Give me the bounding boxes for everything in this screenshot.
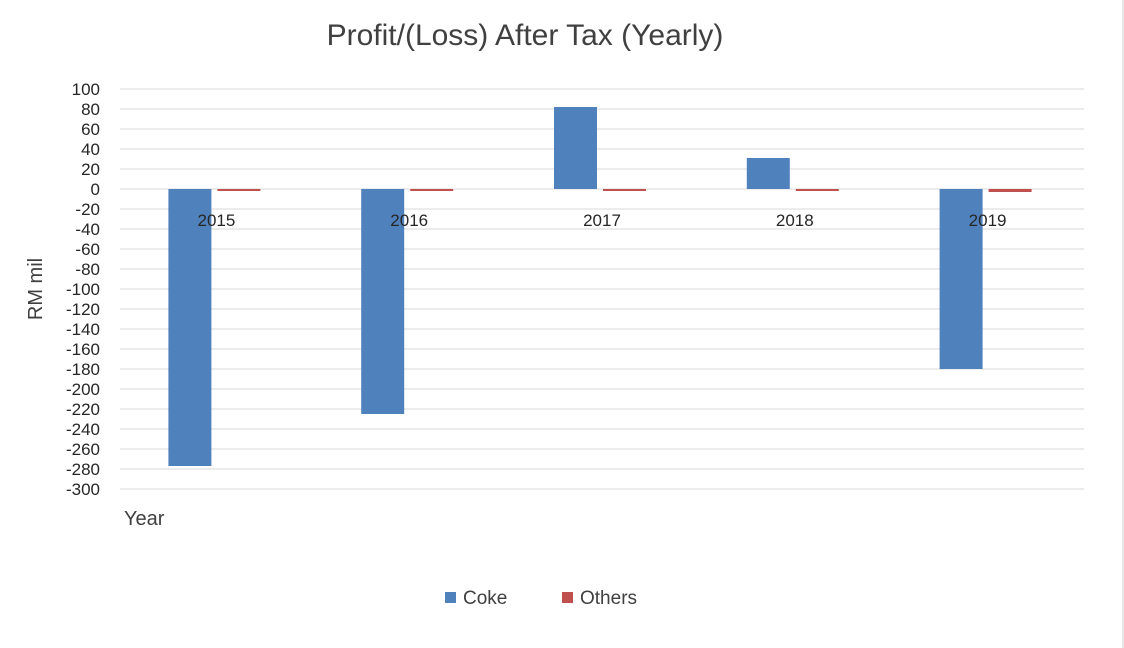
- y-tick-label: -100: [66, 280, 100, 299]
- bar-others-2015: [217, 189, 261, 191]
- y-tick-label: -120: [66, 300, 100, 319]
- legend-swatch-coke: [445, 592, 456, 603]
- chart-title: Profit/(Loss) After Tax (Yearly): [327, 19, 724, 52]
- legend-swatch-others: [562, 592, 573, 603]
- legend: Coke Others: [445, 588, 637, 609]
- x-tick-label: 2019: [969, 211, 1007, 230]
- bar-coke-2019: [939, 189, 983, 369]
- x-axis-ticks: 2015 2016 2017 2018 2019: [197, 211, 1006, 230]
- y-axis-ticks: 100806040200-20-40-60-80-100-120-140-160…: [66, 80, 100, 499]
- legend-label-coke: Coke: [463, 588, 507, 609]
- y-tick-label: -60: [75, 240, 100, 259]
- y-tick-label: -260: [66, 440, 100, 459]
- bar-others-2019: [988, 189, 1032, 192]
- bar-coke-2015: [168, 189, 212, 466]
- bar-coke-2018: [746, 158, 790, 189]
- y-tick-label: -200: [66, 380, 100, 399]
- bar-others-2018: [795, 189, 839, 191]
- bars: [168, 107, 1032, 466]
- y-tick-label: 40: [81, 140, 100, 159]
- legend-label-others: Others: [580, 588, 637, 609]
- y-tick-label: -220: [66, 400, 100, 419]
- x-axis-label: Year: [124, 508, 165, 530]
- y-tick-label: -140: [66, 320, 100, 339]
- y-tick-label: 100: [72, 80, 100, 99]
- x-tick-label: 2018: [776, 211, 814, 230]
- bar-others-2017: [603, 189, 646, 191]
- y-tick-label: 20: [81, 160, 100, 179]
- y-axis-label: RM mil: [25, 258, 47, 320]
- y-tick-label: -240: [66, 420, 100, 439]
- y-tick-label: -80: [75, 260, 100, 279]
- x-tick-label: 2017: [583, 211, 621, 230]
- x-tick-label: 2016: [390, 211, 428, 230]
- y-tick-label: 60: [81, 120, 100, 139]
- x-tick-label: 2015: [197, 211, 235, 230]
- y-tick-label: -280: [66, 460, 100, 479]
- bar-others-2016: [410, 189, 454, 191]
- y-tick-label: -160: [66, 340, 100, 359]
- gridlines: [120, 88, 1084, 490]
- y-tick-label: 80: [81, 100, 100, 119]
- y-tick-label: -40: [75, 220, 100, 239]
- bar-coke-2016: [361, 189, 405, 414]
- y-tick-label: -300: [66, 480, 100, 499]
- y-tick-label: 0: [91, 180, 100, 199]
- y-tick-label: -180: [66, 360, 100, 379]
- frame-edge: [1122, 0, 1124, 648]
- y-tick-label: -20: [75, 200, 100, 219]
- bar-coke-2017: [554, 107, 597, 189]
